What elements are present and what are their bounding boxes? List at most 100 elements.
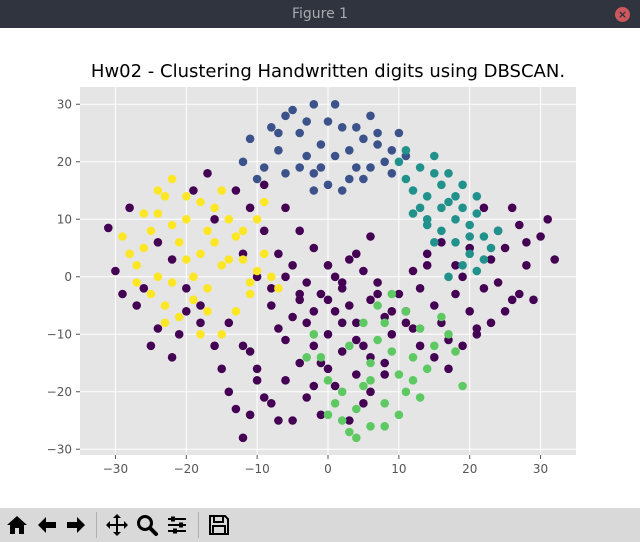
- scatter-point: [302, 117, 312, 126]
- scatter-point: [430, 301, 439, 310]
- scatter-point: [337, 347, 347, 356]
- scatter-point: [167, 278, 177, 287]
- save-button[interactable]: [206, 512, 232, 538]
- scatter-point: [267, 284, 276, 293]
- scatter-point: [323, 180, 333, 190]
- scatter-point: [139, 209, 149, 218]
- scatter-point: [345, 146, 354, 155]
- scatter-point: [352, 404, 361, 414]
- scatter-point: [522, 261, 531, 270]
- move-icon: [106, 514, 128, 536]
- close-window-button[interactable]: ×: [615, 7, 630, 22]
- scatter-point: [465, 249, 475, 259]
- scatter-point: [274, 249, 283, 259]
- scatter-point: [267, 123, 276, 132]
- scatter-point: [153, 238, 163, 247]
- scatter-point: [174, 238, 184, 247]
- scatter-point: [444, 169, 453, 178]
- scatter-point: [493, 226, 503, 236]
- scatter-point: [543, 215, 552, 224]
- scatter-point: [345, 301, 354, 310]
- scatter-point: [259, 197, 269, 207]
- scatter-point: [444, 330, 453, 339]
- scatter-point: [451, 238, 460, 247]
- scatter-point: [408, 209, 418, 218]
- zoom-button[interactable]: [134, 512, 160, 538]
- scatter-point: [267, 399, 276, 408]
- scatter-point: [465, 220, 475, 230]
- back-button[interactable]: [34, 512, 60, 538]
- scatter-point: [337, 123, 347, 132]
- scatter-point: [132, 301, 141, 310]
- scatter-point: [444, 364, 453, 374]
- scatter-point: [203, 226, 212, 236]
- scatter-point: [182, 307, 191, 316]
- scatter-point: [500, 307, 510, 316]
- scatter-point: [515, 220, 524, 230]
- scatter-point: [359, 134, 368, 144]
- scatter-point: [337, 416, 347, 425]
- window-titlebar: Figure 1 ×: [0, 0, 640, 28]
- scatter-point: [529, 295, 538, 305]
- scatter-point: [217, 364, 226, 374]
- scatter-point: [196, 330, 205, 339]
- scatter-point: [104, 223, 113, 233]
- scatter-point: [486, 318, 496, 328]
- scatter-point: [366, 422, 375, 431]
- scatter-point: [380, 358, 390, 368]
- scatter-point: [167, 353, 177, 362]
- pan-button[interactable]: [104, 512, 130, 538]
- scatter-point: [408, 324, 418, 333]
- scatter-point: [309, 381, 319, 391]
- scatter-point: [437, 312, 446, 322]
- scatter-point: [387, 289, 397, 299]
- scatter-point: [366, 163, 375, 172]
- scatter-point: [444, 272, 453, 282]
- scatter-point: [217, 186, 226, 195]
- scatter-point: [217, 261, 226, 270]
- scatter-point: [451, 347, 460, 356]
- scatter-point: [415, 284, 425, 293]
- scatter-point: [493, 278, 503, 287]
- scatter-point: [288, 416, 297, 425]
- figure-canvas: Hw02 - Clustering Handwritten digits usi…: [0, 28, 640, 508]
- x-tick-label: −10: [244, 462, 269, 476]
- scatter-point: [415, 203, 425, 213]
- scatter-point: [252, 215, 262, 224]
- scatter-point: [274, 146, 283, 155]
- x-tick-label: 0: [324, 462, 332, 476]
- scatter-point: [309, 341, 319, 351]
- scatter-point: [281, 169, 290, 178]
- navigation-toolbar: [0, 508, 640, 542]
- scatter-point: [345, 174, 354, 184]
- scatter-point: [210, 203, 219, 213]
- forward-button[interactable]: [63, 512, 89, 538]
- scatter-point: [401, 146, 411, 155]
- scatter-point: [401, 174, 411, 184]
- scatter-point: [288, 312, 297, 322]
- scatter-point: [259, 226, 269, 236]
- scatter-point: [323, 117, 333, 126]
- scatter-point: [366, 376, 375, 385]
- scatter-point: [160, 301, 170, 310]
- scatter-point: [132, 278, 141, 287]
- scatter-point: [252, 266, 262, 276]
- scatter-point: [352, 318, 361, 328]
- configure-subplots-button[interactable]: [164, 512, 190, 538]
- scatter-point: [238, 157, 248, 167]
- home-button[interactable]: [4, 512, 30, 538]
- y-tick-label: 30: [57, 97, 72, 111]
- scatter-point: [281, 335, 290, 345]
- scatter-point: [238, 341, 248, 351]
- scatter-point: [486, 243, 496, 253]
- scatter-point: [437, 226, 446, 236]
- arrow-right-icon: [67, 517, 85, 533]
- close-icon: ×: [617, 8, 628, 21]
- scatter-point: [316, 140, 326, 149]
- scatter-point: [437, 203, 446, 213]
- scatter-point: [422, 215, 432, 224]
- scatter-point: [281, 376, 290, 385]
- scatter-point: [309, 330, 319, 339]
- scatter-point: [500, 243, 510, 253]
- scatter-point: [359, 318, 368, 328]
